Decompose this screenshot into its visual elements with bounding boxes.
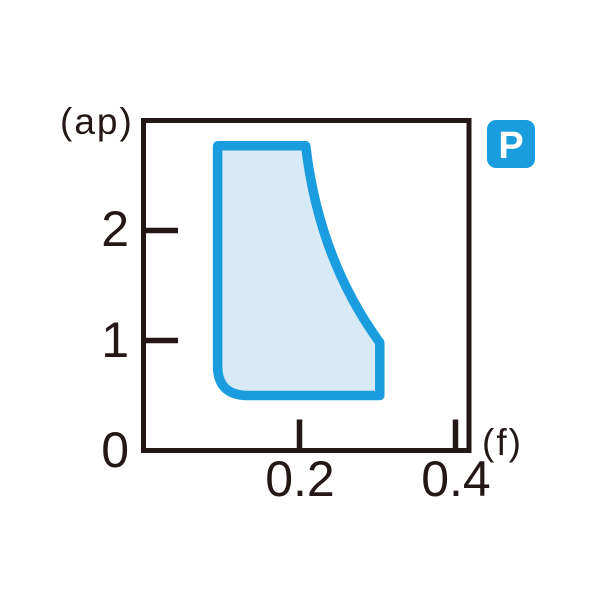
plot-border	[141, 118, 472, 453]
badge-background	[487, 120, 535, 168]
x-axis-label: (f)	[482, 422, 523, 463]
y-axis-ticks	[143, 227, 178, 344]
material-badge: P	[487, 120, 535, 168]
x-tick-label-02: 0.2	[265, 451, 335, 507]
y-tick-label-1: 1	[101, 312, 129, 368]
x-tick-label-04: 0.4	[421, 451, 491, 507]
origin-label: 0	[101, 422, 129, 478]
x-axis-ticks	[296, 419, 459, 451]
badge-letter: P	[498, 125, 523, 167]
y-tick-label-2: 2	[101, 201, 129, 257]
recommended-range-region	[212, 141, 385, 401]
y-axis-label: (ap)	[60, 101, 134, 142]
